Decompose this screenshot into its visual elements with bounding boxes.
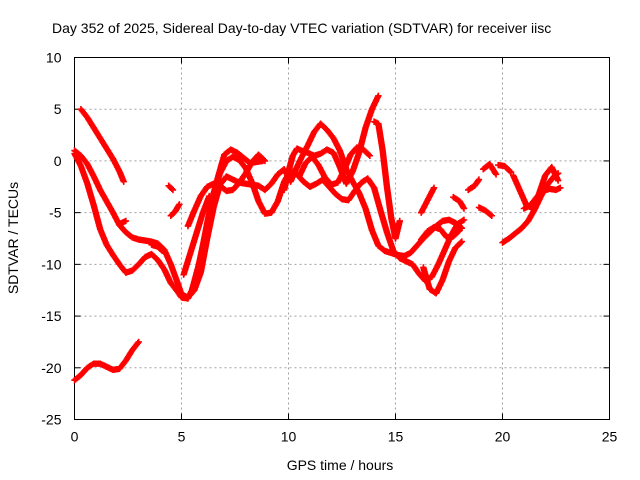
- data-series-track-5: [116, 217, 130, 228]
- data-series-track-19: [465, 176, 483, 194]
- plus-marker-track: [281, 92, 382, 194]
- data-series-track-14: [370, 118, 403, 242]
- plus-marker-track: [475, 204, 495, 219]
- y-tick-label: -5: [49, 205, 62, 221]
- plus-marker-track: [148, 241, 166, 255]
- axis-ticks: 0 5 10 15 20 25 -25 -20 -15 -10 -5 0 5 10: [41, 50, 617, 445]
- y-tick-label: 0: [54, 153, 62, 169]
- data-series-track-4: [71, 338, 142, 384]
- data-series-track-8: [165, 182, 177, 194]
- data-series-track-17: [417, 184, 438, 216]
- plus-marker-track: [296, 144, 374, 188]
- y-axis-label: SDTVAR / TECUs: [5, 182, 21, 294]
- data-series-track-21: [475, 204, 495, 219]
- y-tick-label: -25: [41, 412, 61, 428]
- plus-marker-track: [71, 150, 468, 302]
- plus-marker-track: [417, 184, 438, 216]
- plus-marker-track: [184, 151, 269, 230]
- plus-marker-track: [167, 201, 183, 219]
- data-series-track-6: [148, 241, 166, 255]
- y-tick-label: 10: [46, 50, 62, 66]
- plus-marker-track: [77, 106, 127, 185]
- x-tick-label: 0: [71, 429, 79, 445]
- x-tick-label: 10: [281, 429, 297, 445]
- y-tick-label: -15: [41, 308, 61, 324]
- plus-marker-track: [370, 118, 403, 242]
- data-series-track-7: [167, 201, 183, 219]
- plus-marker-track: [417, 223, 463, 243]
- x-tick-label: 15: [388, 429, 404, 445]
- plus-marker-track: [180, 192, 213, 278]
- data-series-track-10: [184, 151, 269, 230]
- plus-marker-track: [480, 160, 500, 178]
- plus-marker-track: [165, 182, 177, 194]
- plus-marker-track: [189, 146, 267, 293]
- data-series-track-9: [180, 192, 213, 278]
- plus-marker-track: [420, 238, 466, 297]
- data-series-track-12: [281, 92, 382, 194]
- x-tick-label: 25: [602, 429, 618, 445]
- plus-marker-track: [71, 338, 142, 384]
- plus-marker-track: [495, 161, 515, 176]
- y-tick-label: -10: [41, 256, 61, 272]
- data-series-track-25: [520, 184, 564, 212]
- data-series-track-20: [480, 160, 500, 178]
- data-series-track-1: [77, 106, 127, 185]
- data-series-track-22: [495, 161, 515, 176]
- data-series-track-15: [417, 223, 463, 243]
- data-series-track-11: [189, 146, 267, 293]
- plus-marker-track: [116, 217, 130, 228]
- data-series-track-3: [71, 150, 468, 302]
- data-marks: [71, 92, 564, 384]
- plus-marker-track: [450, 193, 468, 212]
- data-series-track-16: [420, 238, 466, 297]
- grid-lines: [74, 57, 610, 420]
- y-tick-label: -20: [41, 360, 61, 376]
- plus-marker-track: [465, 176, 483, 194]
- x-axis-label: GPS time / hours: [287, 457, 394, 473]
- plus-marker-track: [520, 184, 564, 212]
- x-tick-label: 20: [495, 429, 511, 445]
- plot-frame: [74, 57, 610, 420]
- y-tick-label: 5: [54, 101, 62, 117]
- data-series-track-13: [296, 144, 374, 188]
- x-tick-label: 5: [178, 429, 186, 445]
- chart-title: Day 352 of 2025, Sidereal Day-to-day VTE…: [52, 20, 551, 36]
- data-series-track-18: [450, 193, 468, 212]
